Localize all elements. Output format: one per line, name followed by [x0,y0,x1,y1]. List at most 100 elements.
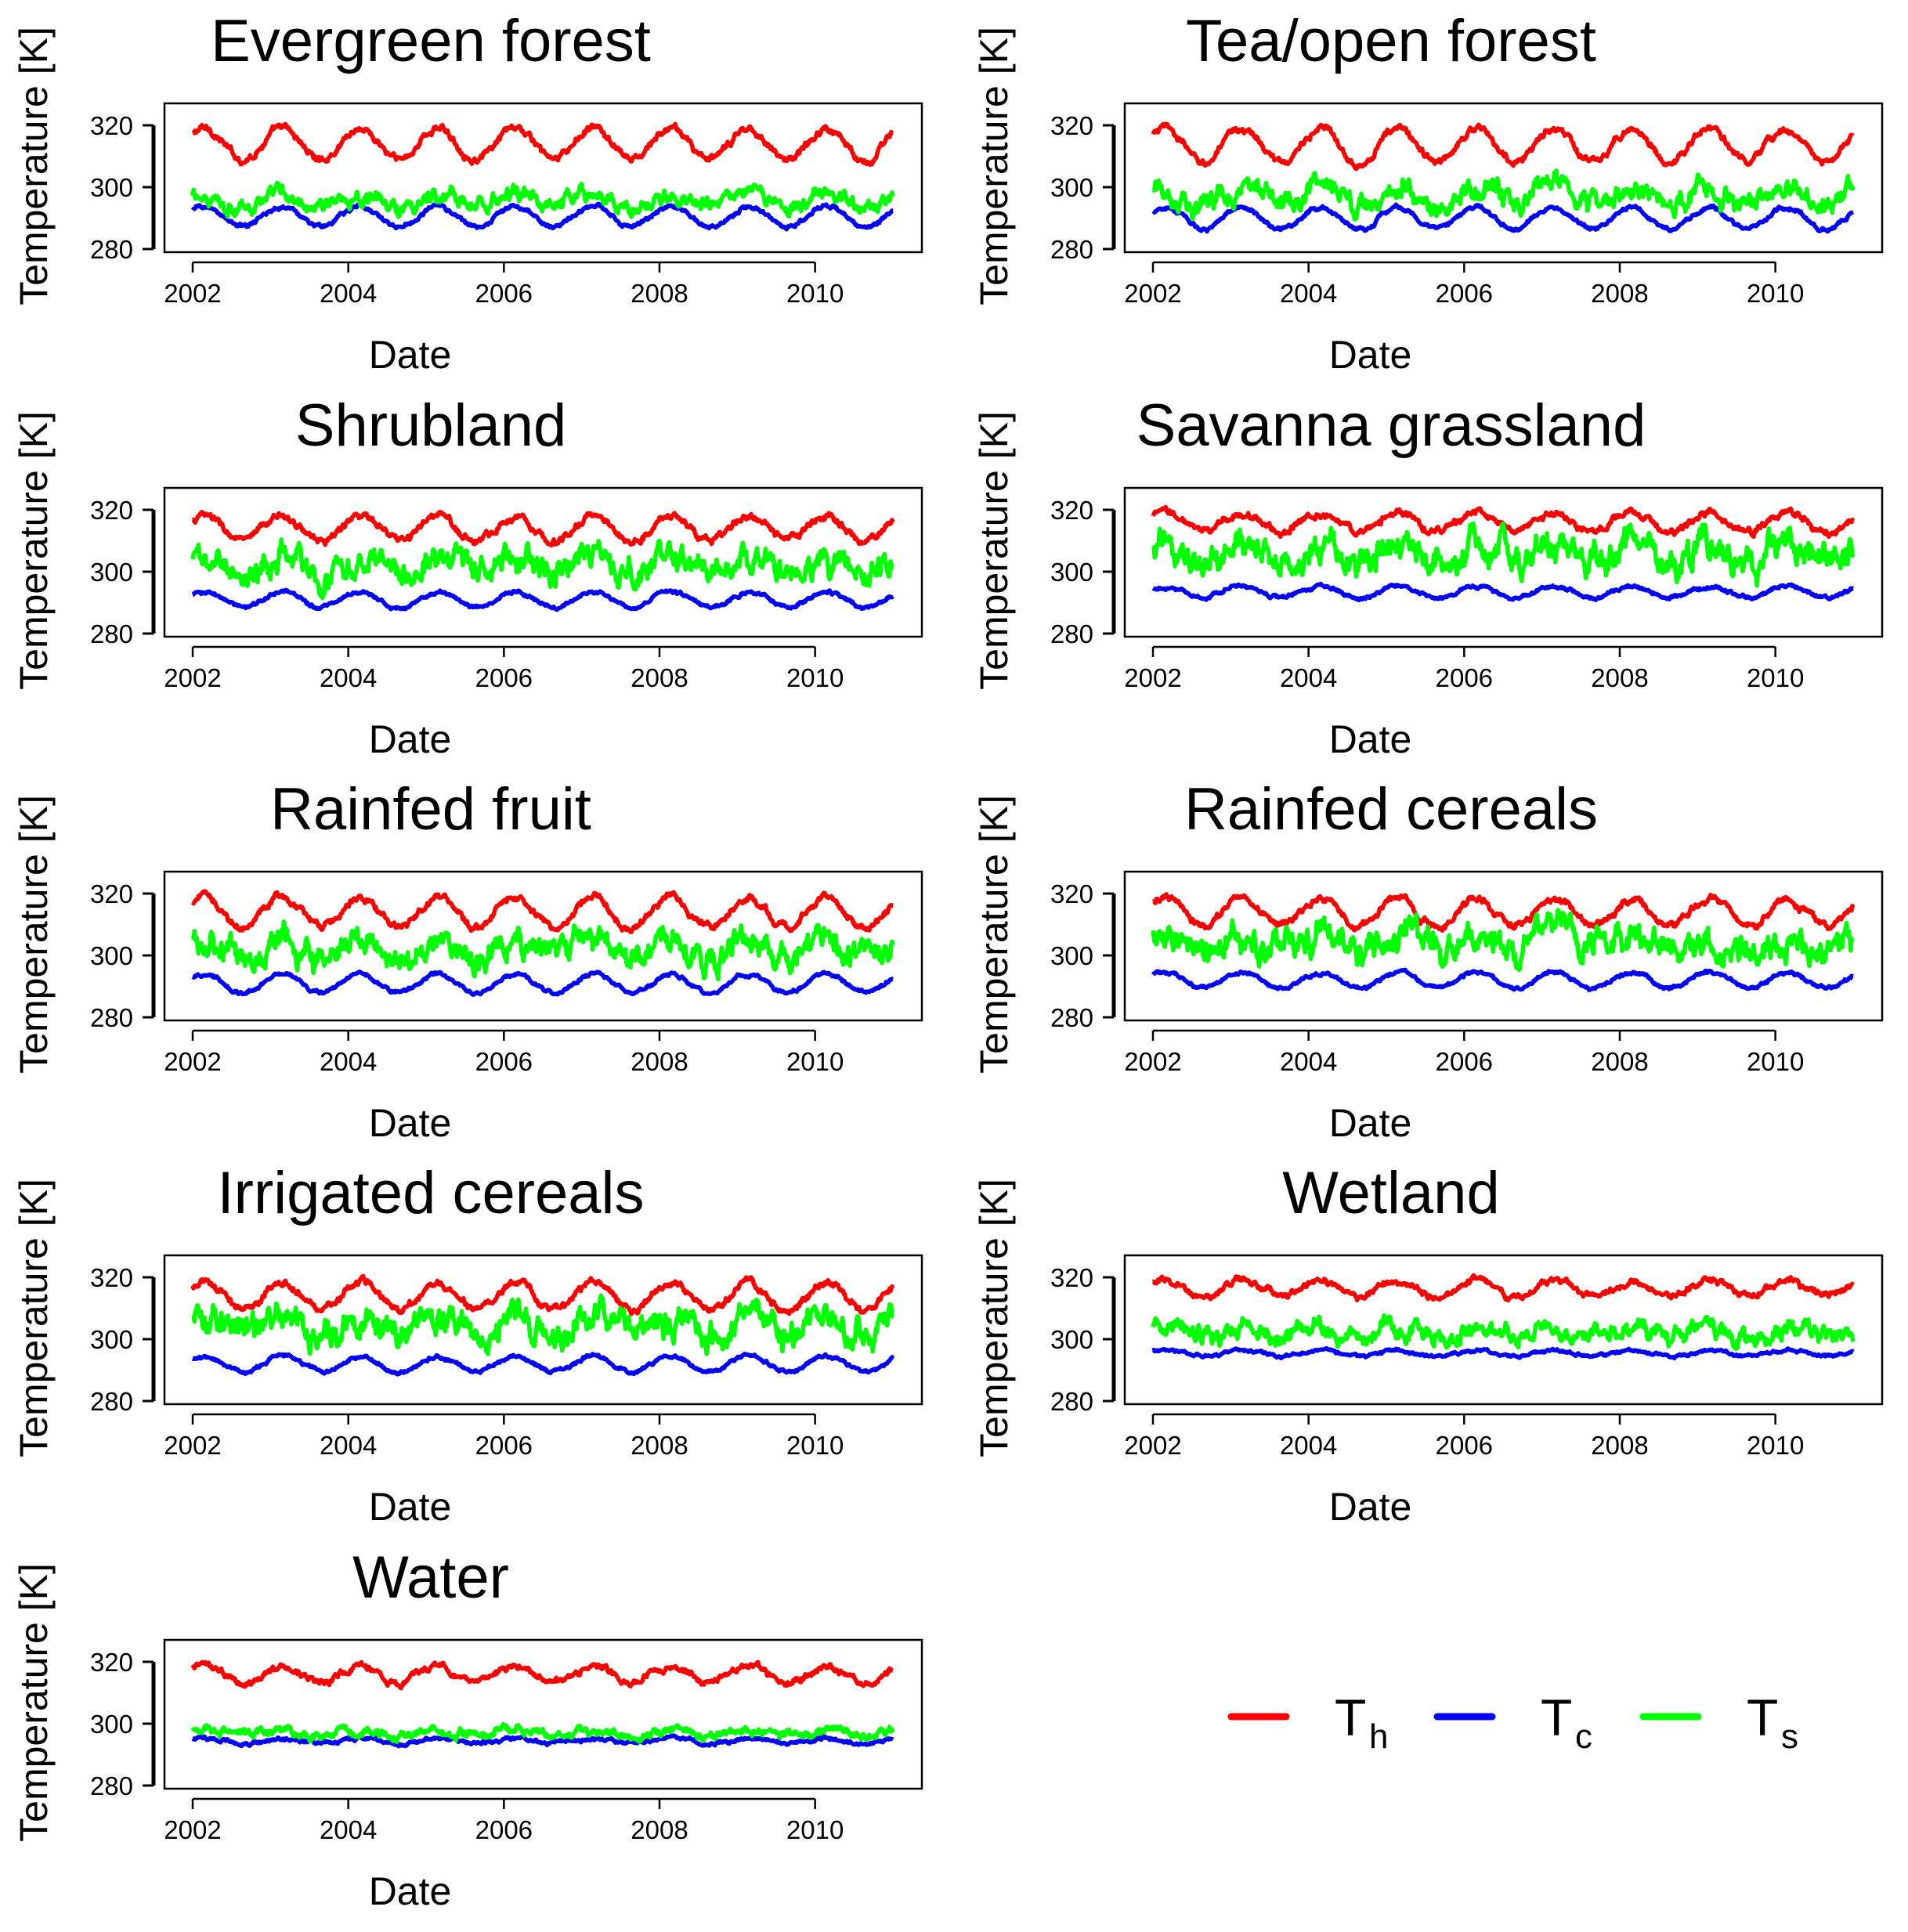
x-tick-label: 2008 [1591,1047,1648,1076]
series-group [1151,892,1856,992]
x-tick-label: 2004 [320,663,377,692]
x-axis-label: Date [1329,1485,1412,1529]
x-tick-label: 2010 [1747,1431,1804,1460]
x-tick-label: 2002 [1124,663,1181,692]
x-tick-label: 2004 [320,279,377,308]
x-tick-label: 2004 [320,1815,377,1844]
y-axis-label: Temperature [K] [12,1179,56,1457]
x-tick-label: 2010 [786,1815,844,1844]
y-tick-label: 300 [90,941,133,970]
series-line-Ts [1151,1313,1856,1352]
legend-label: T [1747,1688,1778,1746]
legend-subscript: h [1369,1717,1388,1756]
x-tick-label: 2010 [786,279,844,308]
panel-title: Shrubland [295,392,567,459]
y-tick-label: 320 [90,1648,133,1677]
x-axis-label: Date [369,1101,452,1145]
legend-label: T [1335,1688,1366,1746]
y-tick-label: 300 [1050,941,1093,970]
chart-panel: Rainfed fruit 280 300 320 2002 2004 2006 2008 20… [12,776,923,1145]
series-line-Ts [1151,521,1856,588]
panel-title: Irrigated cereals [218,1160,645,1226]
x-axis-label: Date [1329,1101,1412,1145]
y-tick-label: 320 [90,496,133,525]
plot-frame [1123,102,1884,254]
chart-panel: Shrubland 280 300 320 2002 2004 2006 2008 2010 Da… [12,392,923,761]
y-tick-label: 320 [90,111,133,140]
series-line-Tc [1151,581,1855,603]
y-tick-label: 300 [1050,1325,1093,1354]
x-tick-label: 2008 [1591,279,1648,308]
series-line-Ts [191,1293,894,1356]
y-tick-label: 320 [90,1263,133,1292]
series-line-Ts [1151,908,1855,973]
y-tick-label: 320 [1050,1263,1093,1292]
chart-panel: Wetland 280 300 320 2002 2004 2006 2008 2010 Date… [972,1160,1884,1529]
chart-panel: Irrigated cereals 280 300 320 2002 2004 2006 20… [12,1160,923,1529]
x-axis-label: Date [369,333,452,377]
y-tick-label: 300 [1050,173,1093,202]
y-axis-label: Temperature [K] [12,411,56,690]
series-line-Th [191,121,894,168]
series-line-Tc [1151,1345,1855,1361]
x-tick-label: 2006 [475,1815,533,1844]
x-axis-label: Date [1329,717,1412,761]
x-tick-label: 2006 [475,279,533,308]
plot-frame [163,1638,923,1790]
x-tick-label: 2006 [475,1047,533,1076]
panel-title: Evergreen forest [211,8,651,74]
series-group [1151,504,1856,603]
series-line-Tc [190,201,894,232]
panel-title: Water [352,1544,509,1611]
y-tick-label: 320 [1050,111,1093,140]
plot-frame [1123,486,1884,638]
series-line-Tc [1151,967,1855,992]
series-group [190,509,895,612]
panel-title: Tea/open forest [1186,8,1596,74]
panel-title: Rainfed cereals [1184,776,1598,843]
x-tick-label: 2008 [631,1047,688,1076]
x-tick-label: 2008 [631,663,688,692]
y-axis-label: Temperature [K] [12,1563,56,1842]
series-group [190,1659,895,1749]
plot-frame [163,870,923,1022]
chart-panel: Evergreen forest 280 300 320 2002 2004 2006 200… [12,8,923,377]
x-tick-label: 2002 [1124,1431,1181,1460]
x-tick-label: 2002 [164,663,221,692]
y-tick-label: 280 [1050,1003,1093,1032]
plot-frame [1123,1254,1884,1406]
x-tick-label: 2004 [1280,279,1337,308]
x-tick-label: 2002 [164,279,221,308]
y-tick-label: 280 [1050,235,1093,264]
y-tick-label: 300 [90,173,133,202]
x-tick-label: 2002 [1124,1047,1181,1076]
y-axis-label: Temperature [K] [12,795,56,1074]
x-tick-label: 2004 [320,1431,377,1460]
y-tick-label: 300 [1050,558,1093,587]
x-axis-label: Date [369,1869,452,1913]
chart-panels: Evergreen forest 280 300 320 2002 2004 2006 200… [12,8,1884,1913]
series-group [190,1273,895,1377]
series-line-Tc [1151,202,1855,234]
panel-title: Wetland [1282,1160,1499,1226]
series-line-Ts [1151,168,1856,222]
series-line-Ts [190,180,895,219]
chart-panel: Rainfed cereals 280 300 320 2002 2004 2006 2008… [972,776,1884,1145]
x-tick-label: 2006 [1436,279,1493,308]
series-line-Ts [190,919,895,981]
y-axis-label: Temperature [K] [972,27,1016,305]
x-tick-label: 2008 [1591,663,1648,692]
series-line-Tc [191,587,894,612]
series-group [1151,1273,1856,1361]
chart-panel: Water 280 300 320 2002 2004 2006 2008 2010 Date Te… [12,1544,923,1913]
y-tick-label: 280 [90,619,133,648]
y-tick-label: 280 [1050,619,1093,648]
series-line-Th [1151,1273,1855,1303]
y-tick-label: 280 [90,235,133,264]
x-tick-label: 2006 [1436,663,1493,692]
x-tick-label: 2010 [786,1047,844,1076]
plot-frame [163,486,923,638]
y-tick-label: 300 [90,558,133,587]
y-axis-label: Temperature [K] [972,1179,1016,1457]
plot-frame [1123,870,1884,1022]
